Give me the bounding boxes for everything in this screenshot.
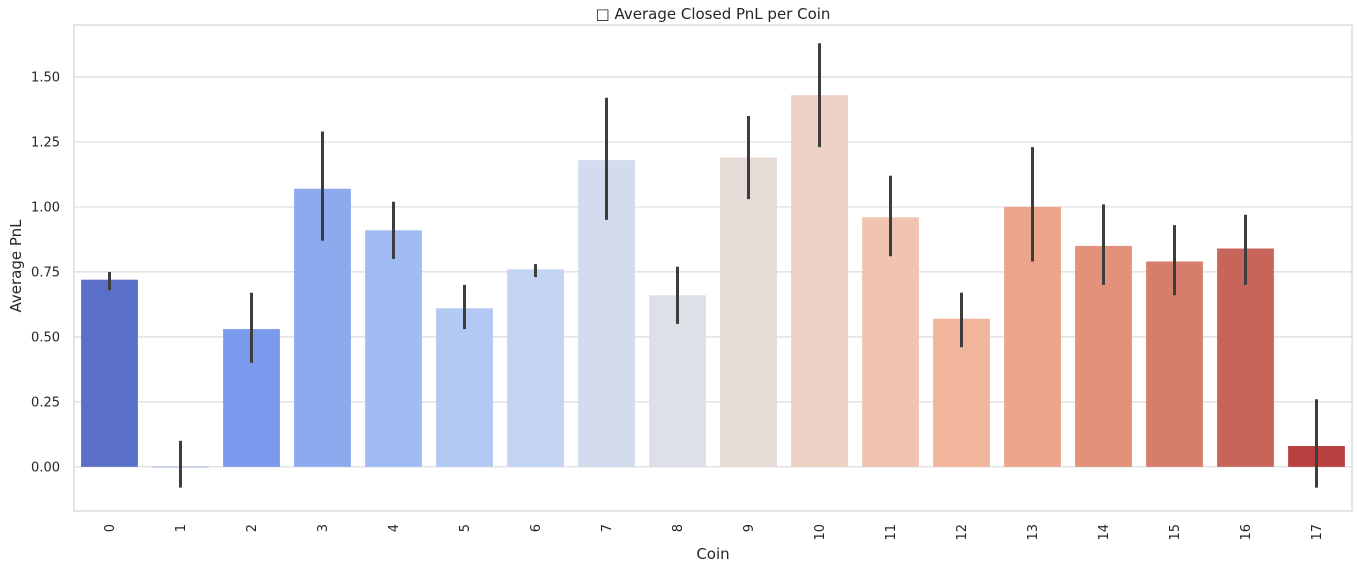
x-tick-label: 0 — [103, 524, 118, 532]
bar-coin-5 — [436, 308, 493, 467]
x-tick-label: 8 — [671, 524, 686, 532]
x-tick-label: 2 — [245, 524, 260, 532]
x-tick-label: 4 — [387, 524, 402, 532]
x-tick-label: 1 — [174, 524, 189, 532]
x-tick-label: 7 — [600, 524, 615, 532]
y-tick-label: 1.50 — [31, 70, 60, 85]
x-tick-label: 11 — [884, 524, 899, 541]
bar-coin-15 — [1146, 261, 1203, 467]
x-tick-label: 10 — [813, 524, 828, 541]
y-tick-label: 0.75 — [31, 265, 60, 280]
y-tick-labels: 0.00 0.25 0.50 0.75 1.00 1.25 1.50 — [31, 70, 60, 475]
bars — [81, 95, 1345, 468]
bar-coin-10 — [791, 95, 848, 467]
x-tick-label: 12 — [955, 524, 970, 541]
y-axis-label: Average PnL — [7, 219, 25, 313]
y-tick-label: 1.25 — [31, 135, 60, 150]
bar-coin-0 — [81, 279, 138, 467]
chart-title: □ Average Closed PnL per Coin — [596, 5, 831, 23]
x-tick-label: 3 — [316, 524, 331, 532]
bar-coin-9 — [720, 157, 777, 467]
x-tick-label: 14 — [1097, 524, 1112, 541]
bar-coin-6 — [507, 269, 564, 467]
x-tick-label: 17 — [1310, 524, 1325, 541]
x-tick-label: 9 — [742, 524, 757, 532]
y-tick-label: 0.50 — [31, 330, 60, 345]
x-tick-label: 5 — [458, 524, 473, 532]
y-tick-label: 1.00 — [31, 200, 60, 215]
x-tick-labels: 0 1 2 3 4 5 6 7 8 9 10 11 12 13 14 15 16 17 — [103, 524, 1325, 541]
plot-frame — [73, 24, 1353, 512]
x-tick-label: 13 — [1026, 524, 1041, 541]
x-axis-label: Coin — [696, 545, 729, 563]
y-tick-label: 0.00 — [31, 460, 60, 475]
y-tick-label: 0.25 — [31, 395, 60, 410]
x-tick-label: 16 — [1239, 524, 1254, 541]
grid-lines — [74, 76, 1352, 468]
x-tick-label: 6 — [529, 524, 544, 532]
error-bars — [108, 43, 1318, 488]
bar-coin-4 — [365, 230, 422, 467]
x-tick-label: 15 — [1168, 524, 1183, 541]
bar-coin-11 — [862, 217, 919, 467]
bar-coin-16 — [1217, 248, 1274, 467]
